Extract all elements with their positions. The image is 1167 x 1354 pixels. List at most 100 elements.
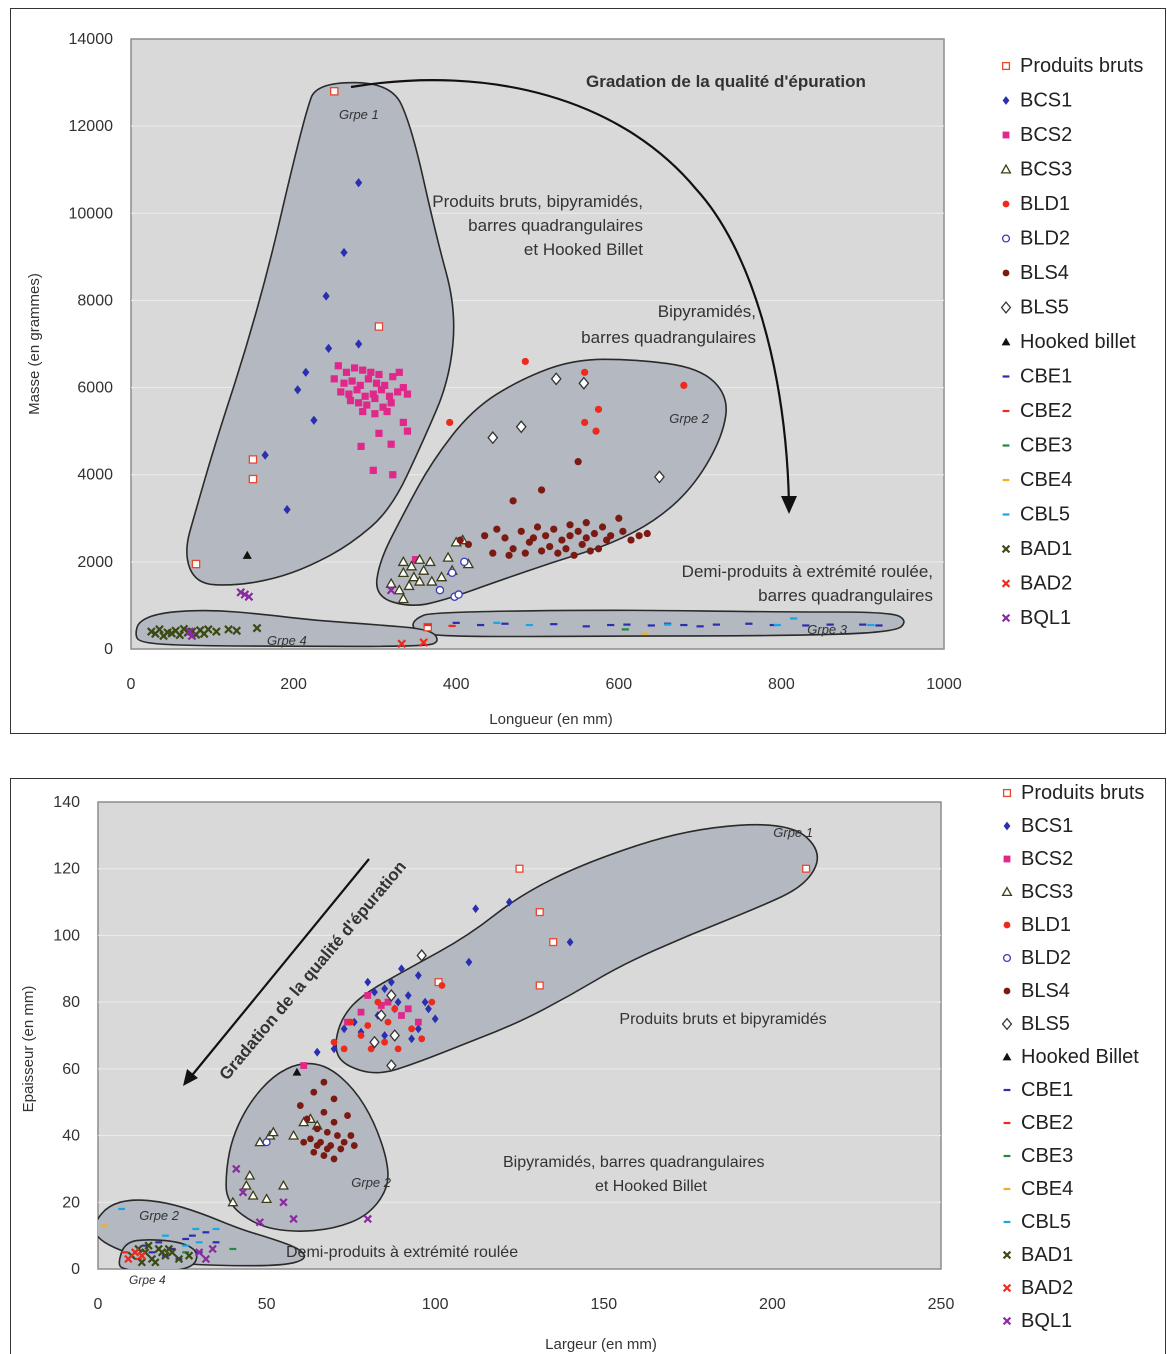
data-point: [292, 1067, 302, 1076]
data-point: [289, 1214, 298, 1224]
legend-marker: [1001, 61, 1011, 71]
data-point: [334, 1132, 341, 1139]
annotation-label: Grpe 2: [669, 411, 710, 426]
data-point: [594, 405, 603, 413]
data-point: [542, 532, 550, 540]
data-point: [159, 631, 168, 641]
data-point: [590, 529, 599, 538]
data-point: [320, 1108, 328, 1116]
legend-label: CBE3: [1020, 435, 1072, 457]
data-point: [244, 592, 254, 602]
data-point: [364, 977, 372, 987]
data-point: [357, 442, 365, 450]
data-point: [283, 504, 291, 515]
x-tick-label: 100: [422, 1296, 449, 1313]
data-point: [398, 1012, 405, 1019]
data-point: [340, 1045, 348, 1053]
y-tick-label: 140: [53, 794, 80, 811]
legend-label: CBL5: [1021, 1211, 1071, 1233]
data-point: [592, 427, 600, 435]
gradation-arrow: [350, 79, 791, 505]
data-point: [405, 560, 418, 571]
y-tick-label: 4000: [77, 467, 113, 484]
annotation-label: Grpe 4: [267, 633, 307, 648]
series-hooked-billet: [292, 1067, 302, 1076]
data-point: [403, 390, 412, 398]
data-point: [566, 532, 574, 540]
data-point: [330, 1155, 338, 1163]
data-point: [389, 373, 397, 381]
data-point: [414, 971, 422, 980]
data-point: [185, 627, 194, 636]
data-point: [493, 525, 501, 533]
data-point: [307, 1135, 314, 1143]
data-point: [277, 1179, 289, 1190]
data-point: [403, 427, 412, 435]
legend-marker: [1002, 269, 1010, 277]
annotation-label: Grpe 1: [339, 107, 379, 122]
series-bcs2: [330, 362, 420, 564]
data-point: [296, 1102, 304, 1109]
data-point: [359, 407, 367, 416]
data-point: [654, 470, 665, 484]
annotation-label: Grpe 1: [773, 825, 813, 840]
data-point: [391, 1005, 399, 1013]
data-point: [384, 998, 392, 1006]
legend-label: BAD1: [1021, 1244, 1073, 1266]
data-point: [322, 291, 330, 301]
data-point: [581, 368, 589, 376]
data-point: [505, 551, 513, 559]
data-point: [224, 625, 233, 634]
series-cbe1: [452, 621, 883, 628]
data-point: [372, 379, 381, 387]
data-point: [438, 982, 446, 989]
data-point: [294, 385, 302, 395]
legend-label: CBE2: [1020, 400, 1072, 422]
y-tick-label: 0: [104, 641, 113, 658]
data-point: [330, 375, 338, 383]
series-bcs1: [261, 178, 363, 515]
data-point: [137, 1258, 147, 1267]
data-point: [619, 527, 627, 535]
data-point: [416, 949, 427, 962]
data-point: [435, 585, 445, 595]
data-point: [487, 431, 499, 445]
data-point: [535, 908, 544, 917]
data-point: [175, 630, 185, 640]
data-point: [342, 368, 351, 376]
data-point: [320, 1152, 328, 1159]
data-point: [340, 247, 348, 258]
data-point: [802, 864, 811, 873]
data-point: [578, 376, 590, 390]
annotation-label: barres quadrangulaires: [581, 328, 756, 347]
legend-marker: [1001, 337, 1011, 346]
data-point: [369, 466, 377, 474]
data-point: [535, 981, 544, 990]
data-point: [421, 997, 429, 1007]
thickness-width-chart-panel: 0 20 40 60 80 100 120 140 0 50 100 150 200 250 Largeur…: [10, 778, 1166, 1354]
series-bls4: [456, 458, 651, 559]
data-point: [350, 1142, 358, 1149]
series-cbe2: [424, 623, 456, 628]
data-point: [356, 381, 364, 389]
y-tick-label: 0: [71, 1261, 80, 1278]
data-point: [550, 372, 562, 386]
y-tick-label: 100: [53, 927, 80, 944]
legend-label: BAD1: [1020, 538, 1072, 560]
data-point: [201, 1254, 211, 1264]
data-point: [199, 629, 209, 639]
y-tick-label: 20: [62, 1194, 80, 1211]
legend-marker: [1002, 788, 1012, 798]
data-point: [124, 1254, 133, 1264]
legend-label: BQL1: [1020, 607, 1071, 629]
data-point: [377, 1002, 385, 1009]
data-point: [570, 551, 578, 559]
series-bcs3: [227, 1113, 323, 1207]
data-point: [456, 536, 464, 544]
data-point: [355, 339, 363, 349]
data-point: [517, 527, 525, 535]
data-point: [394, 997, 402, 1007]
legend-label: CBE3: [1021, 1145, 1073, 1167]
legend-label: BLS4: [1021, 980, 1070, 1002]
data-point: [546, 543, 554, 551]
